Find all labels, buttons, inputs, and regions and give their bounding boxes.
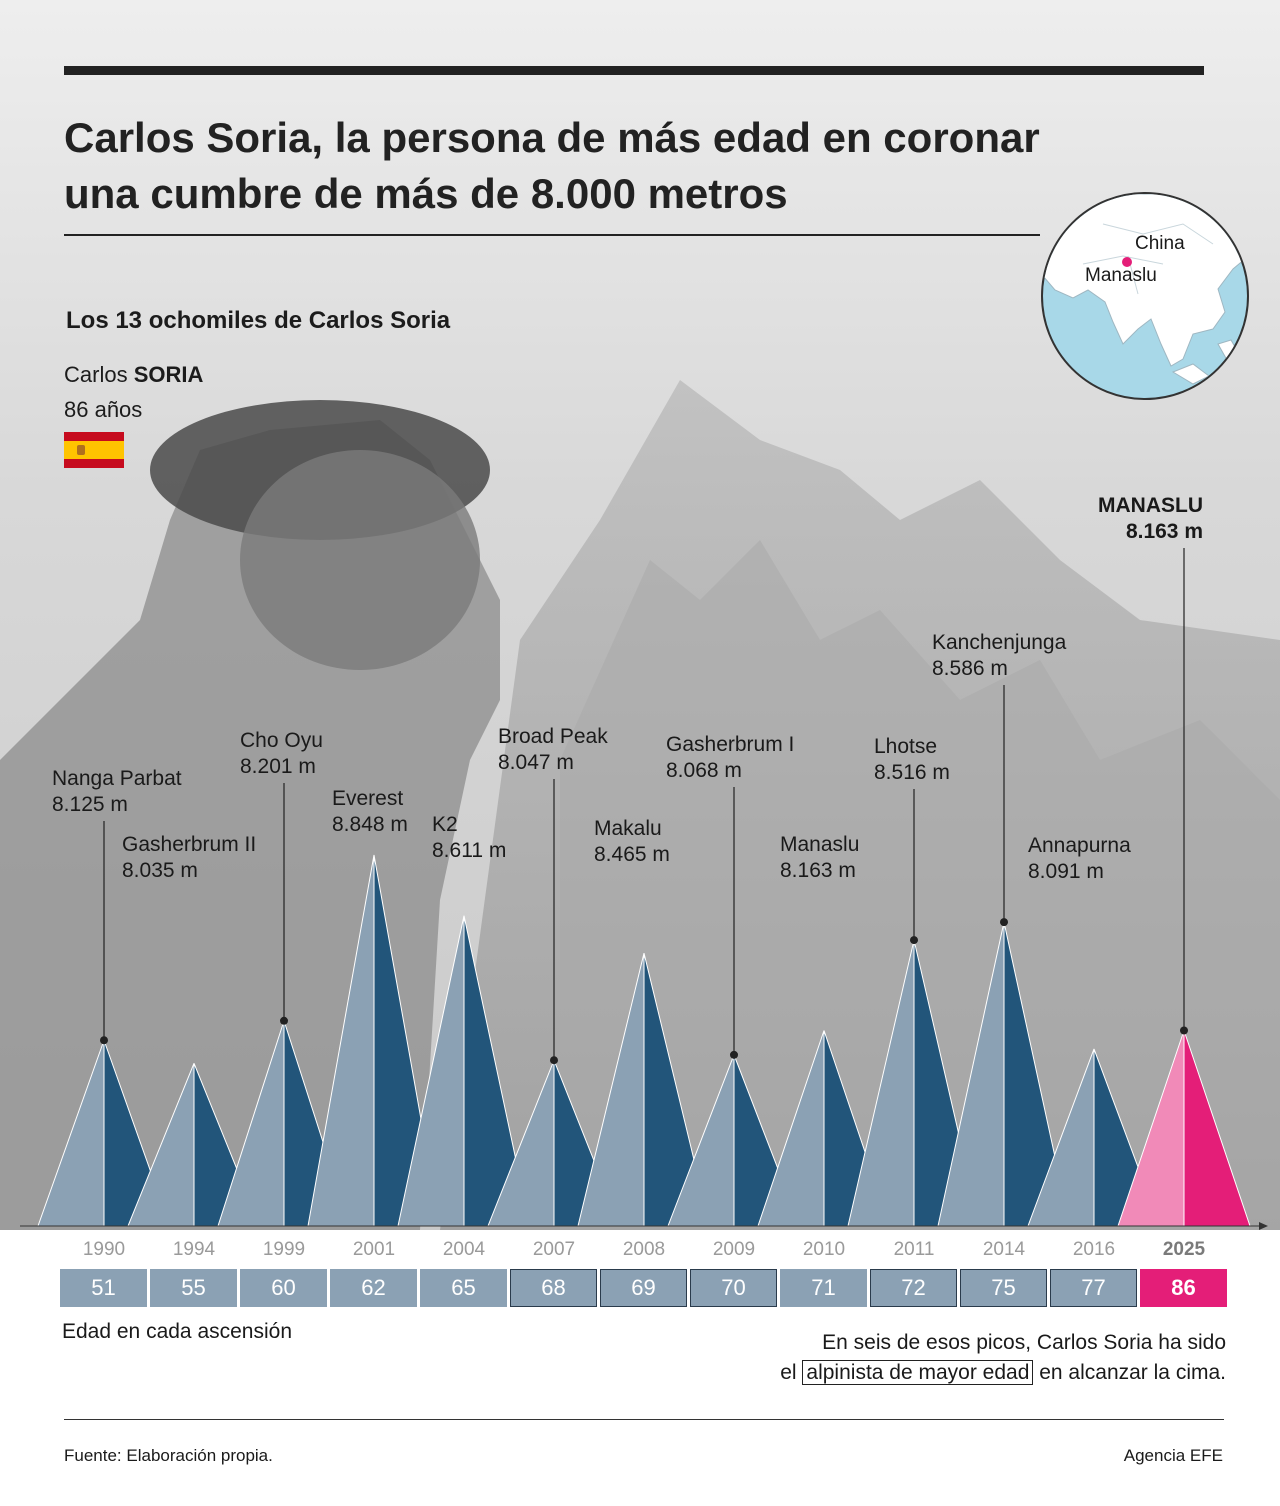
climber-first-name: Carlos xyxy=(64,362,128,387)
footnote-highlight: alpinista de mayor edad xyxy=(802,1360,1034,1385)
peak-bar-light xyxy=(37,1040,105,1227)
peak-summit-dot xyxy=(730,1050,738,1059)
source-text: Fuente: Elaboración propia. xyxy=(64,1446,273,1465)
peak-altitude-label: 8.465 m xyxy=(594,843,670,866)
peak-summit-dot xyxy=(1180,1026,1188,1035)
peak-bar-dark xyxy=(1183,1030,1251,1227)
peak-altitude-label: 8.848 m xyxy=(332,813,408,836)
age-box: 65 xyxy=(420,1269,507,1307)
footnote: En seis de esos picos, Carlos Soria ha s… xyxy=(700,1328,1226,1388)
locator-map: China Manaslu xyxy=(1041,192,1249,400)
peak-altitude-label: 8.201 m xyxy=(240,755,316,778)
year-label: 2001 xyxy=(353,1239,395,1260)
peak-name-label: Broad Peak xyxy=(498,725,608,748)
year-label: 1990 xyxy=(83,1239,125,1260)
age-box: 62 xyxy=(330,1269,417,1307)
peak-name-label: Lhotse xyxy=(874,735,937,758)
age-box: 51 xyxy=(60,1269,147,1307)
climber-last-name: SORIA xyxy=(133,362,204,387)
x-axis-arrow xyxy=(1259,1222,1268,1230)
peak-name-label: MANASLU xyxy=(1098,494,1203,517)
peak-name-label: Annapurna xyxy=(1028,834,1131,857)
peak-bar-light xyxy=(847,939,915,1227)
year-label: 2016 xyxy=(1073,1239,1115,1260)
peak-name-label: K2 xyxy=(432,813,458,836)
climber-age: 86 años xyxy=(64,397,143,422)
year-label: 2025 xyxy=(1163,1239,1206,1260)
year-label: 2004 xyxy=(443,1239,486,1260)
title-rule xyxy=(64,234,1040,236)
peak-bar-light xyxy=(217,1020,285,1227)
peaks-chart: 1990 1994 1999 2001 2004 2007 2008 2009 2010 2011… xyxy=(20,494,1268,1260)
bottom-rule xyxy=(64,1419,1224,1420)
peak-name-label: Gasherbrum II xyxy=(122,833,256,856)
peak-name-label: Kanchenjunga xyxy=(932,631,1067,654)
peak-altitude-label: 8.586 m xyxy=(932,657,1008,680)
chart-subtitle: Los 13 ochomiles de Carlos Soria xyxy=(66,307,451,334)
manaslu-marker-icon xyxy=(1122,257,1132,267)
map-label-manaslu: Manaslu xyxy=(1085,265,1157,286)
age-box: 77 xyxy=(1050,1269,1137,1307)
year-label: 1994 xyxy=(173,1239,216,1260)
peak-name-label: Cho Oyu xyxy=(240,729,323,752)
peak-altitude-label: 8.125 m xyxy=(52,793,128,816)
footnote-prefix: el xyxy=(780,1361,797,1384)
age-box: 70 xyxy=(690,1269,777,1307)
age-box: 75 xyxy=(960,1269,1047,1307)
asia-map-icon xyxy=(1043,194,1247,385)
peak-altitude-label: 8.163 m xyxy=(1126,520,1203,543)
year-label: 2009 xyxy=(713,1239,755,1260)
year-label: 2007 xyxy=(533,1239,575,1260)
peak-summit-dot xyxy=(1000,918,1008,927)
credit-text: Agencia EFE xyxy=(1123,1446,1223,1465)
age-box: 55 xyxy=(150,1269,237,1307)
footnote-suffix: en alcanzar la cima. xyxy=(1039,1361,1226,1384)
year-label: 2010 xyxy=(803,1239,845,1260)
age-box: 60 xyxy=(240,1269,327,1307)
peak-summit-dot xyxy=(100,1036,108,1045)
year-label: 2011 xyxy=(894,1239,935,1260)
peak-bar-light xyxy=(1117,1030,1185,1227)
peak-altitude-label: 8.516 m xyxy=(874,761,950,784)
ages-caption: Edad en cada ascensión xyxy=(62,1320,293,1343)
top-rule xyxy=(64,66,1204,75)
footnote-line-1: En seis de esos picos, Carlos Soria ha s… xyxy=(822,1331,1226,1354)
age-box: 72 xyxy=(870,1269,957,1307)
peak-name-label: Gasherbrum I xyxy=(666,733,794,756)
peak-bar-light xyxy=(577,953,645,1227)
map-label-china: China xyxy=(1135,233,1185,254)
spain-flag-icon xyxy=(64,432,124,468)
peak-name-label: Everest xyxy=(332,787,403,810)
age-box: 69 xyxy=(600,1269,687,1307)
peak-summit-dot xyxy=(550,1056,558,1065)
year-label: 1999 xyxy=(263,1239,305,1260)
peak-name-label: Makalu xyxy=(594,817,662,840)
peak-altitude-label: 8.047 m xyxy=(498,751,574,774)
peak-altitude-label: 8.163 m xyxy=(780,859,856,882)
peak-altitude-label: 8.035 m xyxy=(122,859,198,882)
peak-bar-light xyxy=(937,922,1005,1227)
peak-altitude-label: 8.611 m xyxy=(432,839,506,862)
age-box: 68 xyxy=(510,1269,597,1307)
peak-bar-light xyxy=(307,854,375,1227)
year-label: 2014 xyxy=(983,1239,1026,1260)
age-box: 71 xyxy=(780,1269,867,1307)
peak-summit-dot xyxy=(910,936,918,945)
year-label: 2008 xyxy=(623,1239,665,1260)
peak-altitude-label: 8.091 m xyxy=(1028,860,1104,883)
age-box: 86 xyxy=(1140,1269,1227,1307)
peak-altitude-label: 8.068 m xyxy=(666,759,742,782)
peak-summit-dot xyxy=(280,1016,288,1025)
peak-bar-light xyxy=(757,1030,825,1227)
page-title: Carlos Soria, la persona de más edad en … xyxy=(64,114,1040,217)
peak-2025 xyxy=(1117,1030,1251,1227)
climber-name: Carlos SORIA xyxy=(64,362,203,388)
peak-name-label: Manaslu xyxy=(780,833,859,856)
peak-name-label: Nanga Parbat xyxy=(52,767,182,790)
